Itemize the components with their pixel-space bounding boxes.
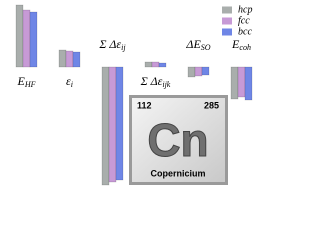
element-name: Copernicium — [150, 168, 205, 178]
bar — [58, 49, 67, 68]
category-main: E — [16, 74, 25, 88]
legend-label: bcc — [238, 26, 252, 37]
bar — [158, 62, 167, 68]
bar — [201, 66, 210, 76]
bar — [29, 11, 38, 68]
category-label: Σ Δεij — [98, 37, 126, 52]
atomic-mass: 285 — [204, 100, 219, 110]
bar — [230, 66, 239, 100]
bar — [237, 66, 246, 98]
category-subscript: ij — [121, 43, 126, 52]
category-label: Ecoh — [231, 37, 251, 52]
category-subscript: coh — [239, 43, 251, 52]
element-tile: 112 285 Cn Copernicium — [129, 95, 228, 185]
category-main: ΔE — [185, 37, 201, 51]
category-label: EHF — [16, 74, 35, 89]
category-main: Σ Δε — [140, 74, 163, 88]
category-subscript: ijk — [162, 80, 170, 89]
bar — [144, 61, 153, 68]
element-symbol: Cn — [147, 114, 208, 166]
legend-label: fcc — [238, 15, 250, 26]
category-main: Σ Δε — [98, 37, 121, 51]
bar — [244, 66, 253, 101]
bar — [194, 66, 203, 77]
atomic-number: 112 — [137, 100, 152, 110]
category-main: E — [231, 37, 240, 51]
legend-label: hcp — [238, 4, 252, 15]
bar — [22, 9, 31, 68]
legend-swatch — [222, 17, 232, 25]
category-main: ε — [66, 74, 71, 88]
bar — [65, 50, 74, 68]
category-subscript: HF — [24, 80, 36, 89]
category-label: ΔESO — [185, 37, 210, 52]
bar — [101, 66, 110, 186]
bar — [72, 51, 81, 68]
bar — [15, 4, 24, 68]
tile-face — [132, 98, 225, 182]
category-label: εi — [66, 74, 73, 89]
bar — [187, 66, 196, 78]
bar — [115, 66, 124, 181]
category-subscript: i — [71, 80, 73, 89]
legend-swatch — [222, 6, 232, 14]
legend-swatch — [222, 28, 232, 36]
category-subscript: SO — [201, 43, 211, 52]
category-label: Σ Δεijk — [140, 74, 171, 89]
bar — [108, 66, 117, 183]
bar — [151, 61, 160, 68]
